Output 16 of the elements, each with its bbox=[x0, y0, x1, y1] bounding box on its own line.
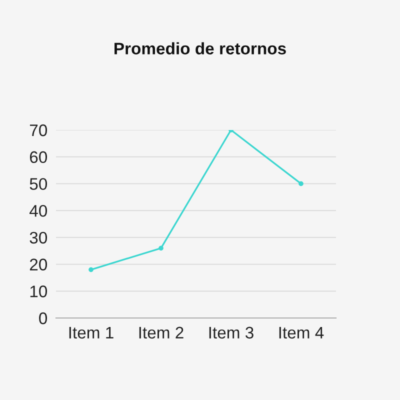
x-tick-label: Item 3 bbox=[209, 326, 254, 339]
y-tick-label: 0 bbox=[39, 312, 48, 324]
y-tick-label: 20 bbox=[30, 258, 48, 270]
point bbox=[158, 246, 164, 251]
x-tick-label: Item 4 bbox=[279, 326, 324, 339]
y-tick-label: 50 bbox=[30, 178, 48, 190]
y-tick-label: 40 bbox=[30, 204, 48, 217]
x-tick-label: Item 1 bbox=[69, 326, 114, 339]
y-tick-label: 10 bbox=[30, 286, 48, 298]
y-tick-label: 30 bbox=[30, 232, 48, 244]
chart-title: Promedio de retornos bbox=[114, 42, 286, 54]
y-tick-label: 70 bbox=[30, 124, 48, 136]
point bbox=[88, 267, 94, 272]
x-tick-label: Item 2 bbox=[139, 326, 184, 339]
point bbox=[298, 181, 304, 186]
y-tick-label: 60 bbox=[30, 151, 48, 164]
